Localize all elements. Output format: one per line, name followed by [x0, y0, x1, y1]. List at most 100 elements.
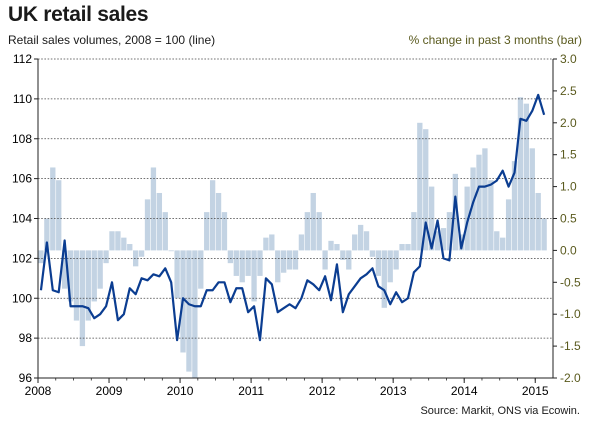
bar-mark [209, 180, 216, 251]
right-tick-label: 2.0 [560, 116, 577, 130]
gridlines-group [38, 58, 553, 339]
bar-mark [482, 148, 488, 251]
bar-mark [393, 250, 399, 270]
bar-mark [334, 244, 340, 251]
right-axis-subtitle: % change in past 3 months (bar) [408, 33, 582, 47]
bar-mark [91, 250, 97, 302]
bar-mark [192, 250, 198, 378]
left-tick-label: 98 [19, 331, 33, 345]
bar-mark [156, 192, 163, 251]
bar-mark [67, 250, 74, 302]
bar-mark [322, 250, 328, 270]
left-tick-label: 100 [12, 291, 32, 305]
right-tick-label: 1.0 [560, 180, 577, 194]
bar-mark [79, 250, 86, 347]
left-tick-label: 102 [12, 251, 32, 265]
right-tick-label: 2.5 [560, 84, 577, 98]
bar-mark [357, 224, 364, 251]
x-tick-label: 2015 [522, 384, 549, 398]
bar-mark [434, 231, 441, 251]
bar-mark [221, 212, 228, 251]
bar-mark [328, 240, 334, 251]
right-tick-label: -1.0 [560, 307, 581, 321]
bar-mark [186, 250, 192, 372]
source-note: Source: Markit, ONS via Ecowin. [420, 405, 580, 417]
x-tick-label: 2009 [96, 384, 123, 398]
bar-mark [239, 250, 245, 283]
left-tick-label: 110 [13, 92, 32, 106]
right-tick-label: 0.5 [560, 212, 577, 226]
bar-mark [73, 250, 80, 321]
bar-mark [381, 250, 387, 308]
bar-mark [245, 250, 251, 276]
bar-mark [138, 250, 145, 257]
x-tick-label: 2010 [167, 384, 194, 398]
bar-mark [215, 192, 222, 251]
bar-mark [523, 103, 530, 251]
bar-mark [168, 250, 174, 252]
bar-mark [44, 218, 50, 251]
bar-mark [227, 250, 234, 264]
bar-mark [511, 161, 518, 251]
bar-mark [275, 250, 281, 283]
bar-mark [529, 148, 535, 251]
left-tick-label: 112 [13, 52, 32, 66]
bar-mark [162, 212, 168, 251]
bar-mark [375, 250, 382, 276]
right-tick-label: -0.5 [560, 275, 581, 289]
bar-mark [61, 250, 68, 289]
bar-mark [85, 250, 91, 321]
bar-mark [144, 199, 151, 251]
bar-mark [133, 250, 139, 267]
bar-mark [97, 250, 103, 289]
bar-mark [517, 97, 524, 251]
bar-mark [127, 244, 133, 251]
right-tick-label: 1.5 [560, 148, 577, 162]
bar-series-group [38, 97, 547, 378]
bar-mark [500, 237, 506, 251]
x-tick-label: 2013 [380, 384, 407, 398]
x-tick-label: 2008 [25, 384, 52, 398]
bar-mark [476, 154, 482, 251]
bar-mark [204, 212, 210, 251]
bar-mark [198, 250, 204, 289]
x-tick-label: 2014 [451, 384, 478, 398]
bar-mark [269, 234, 275, 251]
bar-mark [494, 231, 500, 251]
bar-mark [150, 167, 157, 251]
bar-mark [505, 199, 512, 251]
bar-mark [470, 167, 476, 251]
bar-mark [298, 234, 305, 251]
bar-mark [292, 250, 299, 270]
bar-mark [452, 173, 458, 251]
bar-mark [369, 250, 376, 257]
bar-mark [541, 218, 547, 251]
x-tick-label: 2012 [309, 384, 336, 398]
bar-mark [316, 212, 322, 251]
right-tick-label: -2.0 [560, 371, 581, 385]
bar-mark [423, 129, 429, 251]
bar-mark [446, 212, 453, 251]
bar-mark [417, 122, 423, 251]
bar-mark [440, 228, 447, 251]
bar-mark [411, 212, 417, 251]
chart-title: UK retail sales [8, 3, 149, 26]
retail-volume-line [39, 93, 546, 342]
right-tick-label: 0.0 [560, 243, 577, 257]
x-tick-label: 2011 [238, 384, 264, 398]
bar-mark [281, 250, 287, 273]
bar-mark [286, 250, 293, 270]
left-tick-label: 108 [12, 132, 32, 146]
bar-mark [399, 244, 405, 251]
bar-mark [174, 250, 180, 299]
bar-mark [363, 231, 370, 251]
left-axis-subtitle: Retail sales volumes, 2008 = 100 (line) [8, 33, 216, 47]
bar-mark [488, 180, 494, 251]
left-tick-label: 104 [12, 212, 32, 226]
bar-mark [38, 250, 44, 264]
bar-mark [535, 192, 541, 251]
bar-mark [103, 250, 109, 264]
bar-mark [251, 250, 257, 302]
bar-mark [387, 250, 393, 283]
